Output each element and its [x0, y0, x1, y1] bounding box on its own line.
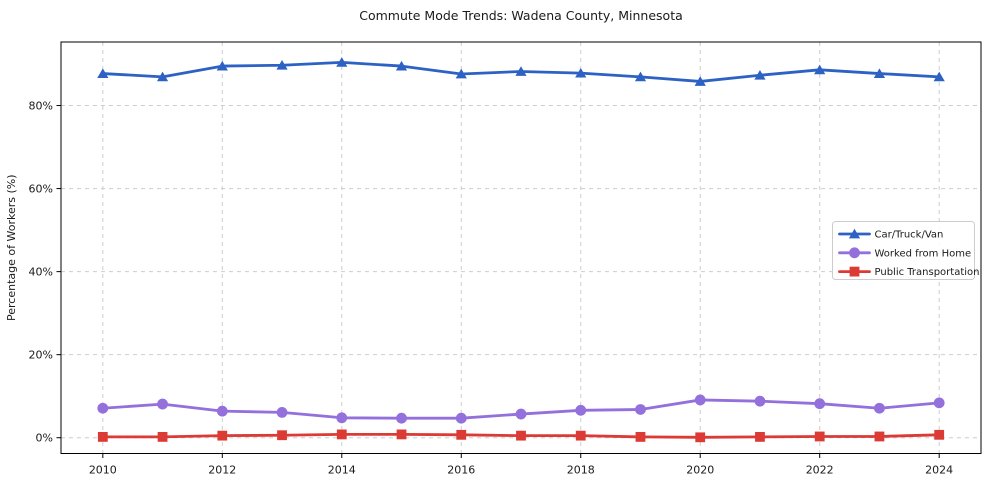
marker-public-transportation	[456, 429, 467, 440]
marker-worked-from-home	[874, 402, 885, 414]
marker-car-truck-van	[754, 70, 766, 80]
legend-swatch-marker	[848, 228, 861, 239]
marker-worked-from-home	[276, 406, 288, 418]
x-tick-label: 2024	[925, 464, 953, 477]
marker-public-transportation	[695, 432, 706, 443]
marker-car-truck-van	[634, 71, 647, 82]
series-markers-public-transportation	[97, 429, 945, 443]
marker-car-truck-van	[97, 68, 109, 78]
marker-worked-from-home	[157, 398, 168, 410]
marker-car-truck-van	[694, 76, 706, 86]
plot-area	[61, 42, 981, 454]
legend: Car/Truck/Van Worked from Home Public Tran…	[832, 221, 980, 280]
marker-worked-from-home	[515, 408, 527, 420]
marker-car-truck-van	[455, 68, 467, 79]
legend-label: Car/Truck/Van	[875, 230, 944, 241]
x-tick-label: 2010	[89, 464, 117, 477]
x-tick-label: 2014	[328, 464, 356, 477]
x-tick-label: 2020	[686, 464, 714, 477]
marker-public-transportation	[516, 430, 526, 441]
marker-car-truck-van	[515, 66, 527, 76]
marker-worked-from-home	[754, 395, 766, 407]
x-tick-label: 2016	[447, 464, 475, 477]
marker-worked-from-home	[635, 404, 646, 415]
marker-worked-from-home	[575, 404, 587, 416]
x-tick-label: 2022	[806, 464, 834, 477]
marker-worked-from-home	[336, 412, 348, 424]
marker-public-transportation	[934, 429, 945, 440]
marker-public-transportation	[277, 430, 287, 441]
marker-worked-from-home	[933, 397, 945, 409]
legend-label: Public Transportation	[875, 267, 980, 278]
y-tick-label: 40%	[29, 266, 53, 279]
marker-car-truck-van	[395, 60, 408, 71]
y-tick-label: 20%	[29, 349, 53, 362]
marker-public-transportation	[217, 430, 228, 441]
legend-item-public-transportation: Public Transportation	[838, 266, 980, 278]
marker-public-transportation	[755, 431, 765, 442]
legend-frame	[832, 221, 975, 280]
marker-worked-from-home	[694, 394, 706, 406]
marker-public-transportation	[336, 429, 347, 440]
marker-public-transportation	[874, 431, 885, 442]
marker-car-truck-van	[933, 71, 945, 82]
marker-car-truck-van	[575, 67, 587, 78]
marker-car-truck-van	[873, 68, 886, 78]
marker-car-truck-van	[156, 71, 169, 82]
marker-public-transportation	[575, 430, 586, 441]
legend-item-car-truck-van: Car/Truck/Van	[838, 228, 944, 241]
chart-title: Commute Mode Trends: Wadena County, Minn…	[359, 8, 683, 23]
series-markers-worked-from-home	[97, 394, 945, 424]
legend-swatch-marker	[849, 266, 860, 277]
marker-public-transportation	[635, 431, 646, 442]
marker-car-truck-van	[336, 57, 348, 67]
x-tick-label: 2018	[567, 464, 595, 477]
legend-swatch-marker	[849, 247, 860, 259]
marker-public-transportation	[814, 431, 825, 442]
marker-worked-from-home	[97, 402, 109, 414]
marker-worked-from-home	[396, 412, 407, 424]
legend-item-worked-from-home: Worked from Home	[838, 247, 972, 259]
y-tick-label: 0%	[36, 432, 53, 445]
legend-label: Worked from Home	[875, 248, 972, 259]
series-markers-car-truck-van	[97, 57, 945, 86]
axes-frame	[60, 41, 982, 454]
marker-car-truck-van	[814, 64, 826, 75]
y-tick-label: 60%	[29, 183, 53, 196]
marker-car-truck-van	[276, 60, 288, 70]
y-tick-label: 80%	[29, 100, 53, 113]
marker-car-truck-van	[216, 60, 228, 71]
marker-public-transportation	[396, 429, 407, 440]
marker-worked-from-home	[814, 398, 826, 410]
marker-worked-from-home	[455, 412, 467, 424]
y-axis-label: Percentage of Workers (%)	[5, 175, 18, 322]
x-tick-label: 2012	[208, 464, 236, 477]
marker-public-transportation	[97, 431, 108, 442]
marker-worked-from-home	[216, 405, 228, 417]
marker-public-transportation	[157, 431, 168, 442]
